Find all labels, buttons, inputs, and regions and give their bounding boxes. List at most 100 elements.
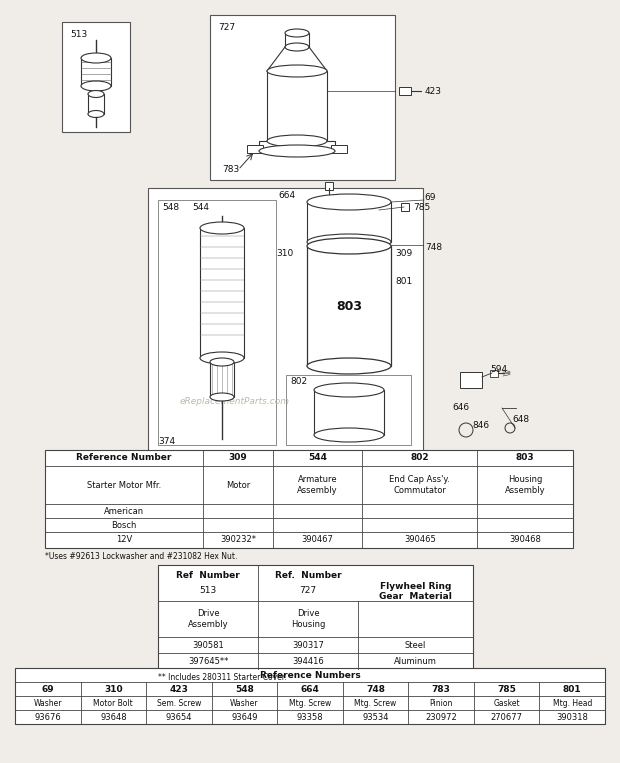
Text: 783: 783 bbox=[222, 166, 239, 175]
Text: Sem. Screw: Sem. Screw bbox=[157, 698, 201, 707]
Text: 390465: 390465 bbox=[404, 536, 436, 545]
Ellipse shape bbox=[81, 81, 111, 91]
Text: 727: 727 bbox=[299, 586, 317, 594]
Text: 93654: 93654 bbox=[166, 713, 192, 722]
Ellipse shape bbox=[314, 428, 384, 442]
Ellipse shape bbox=[210, 358, 234, 366]
Ellipse shape bbox=[307, 234, 391, 250]
Text: 394416: 394416 bbox=[292, 656, 324, 665]
Text: 93534: 93534 bbox=[362, 713, 389, 722]
Text: Drive
Assembly: Drive Assembly bbox=[188, 610, 228, 629]
Bar bbox=[158, 200, 276, 445]
Ellipse shape bbox=[307, 194, 391, 210]
Text: 390317: 390317 bbox=[292, 640, 324, 649]
Text: Mtg. Screw: Mtg. Screw bbox=[289, 698, 331, 707]
Text: Housing
Assembly: Housing Assembly bbox=[505, 475, 546, 494]
Text: eReplacementParts.com: eReplacementParts.com bbox=[180, 398, 290, 407]
Ellipse shape bbox=[314, 383, 384, 397]
Text: 548: 548 bbox=[162, 202, 179, 211]
Text: Gasket: Gasket bbox=[494, 698, 520, 707]
Text: 423: 423 bbox=[425, 86, 442, 95]
Text: 664: 664 bbox=[301, 684, 319, 694]
Text: Washer: Washer bbox=[230, 698, 259, 707]
Text: 664: 664 bbox=[278, 192, 295, 201]
Text: 390468: 390468 bbox=[509, 536, 541, 545]
Text: 748: 748 bbox=[366, 684, 385, 694]
Text: 748: 748 bbox=[425, 243, 442, 252]
Text: Mtg. Screw: Mtg. Screw bbox=[355, 698, 397, 707]
Text: End Cap Ass'y.
Commutator: End Cap Ass'y. Commutator bbox=[389, 475, 450, 494]
Text: 513: 513 bbox=[200, 586, 216, 594]
Text: 423: 423 bbox=[169, 684, 188, 694]
Text: Ref  Number: Ref Number bbox=[176, 571, 240, 581]
Ellipse shape bbox=[210, 393, 234, 401]
Text: Reference Number: Reference Number bbox=[76, 453, 172, 462]
Bar bbox=[460, 372, 482, 388]
Ellipse shape bbox=[88, 111, 104, 118]
Text: *Uses #92613 Lockwasher and #231082 Hex Nut.: *Uses #92613 Lockwasher and #231082 Hex … bbox=[45, 552, 237, 561]
Text: Pinion: Pinion bbox=[430, 698, 453, 707]
Text: 802: 802 bbox=[290, 378, 307, 387]
Text: 801: 801 bbox=[563, 684, 582, 694]
Bar bbox=[259, 141, 335, 151]
Ellipse shape bbox=[285, 43, 309, 51]
Ellipse shape bbox=[267, 135, 327, 147]
Text: 397645**: 397645** bbox=[188, 656, 228, 665]
Text: Aluminum: Aluminum bbox=[394, 656, 437, 665]
Bar bbox=[490, 370, 498, 377]
Bar bbox=[81, 58, 111, 86]
Text: Bosch: Bosch bbox=[111, 520, 136, 530]
Bar bbox=[307, 246, 391, 366]
Text: 846: 846 bbox=[472, 420, 489, 430]
Text: 309: 309 bbox=[228, 453, 247, 462]
Text: Ref.  Number: Ref. Number bbox=[275, 571, 342, 581]
Text: 785: 785 bbox=[413, 202, 430, 211]
Text: 727: 727 bbox=[218, 23, 235, 32]
Text: Steel: Steel bbox=[405, 640, 426, 649]
Text: 230972: 230972 bbox=[425, 713, 457, 722]
Text: Mtg. Head: Mtg. Head bbox=[552, 698, 592, 707]
Text: Drive
Housing: Drive Housing bbox=[291, 610, 325, 629]
Ellipse shape bbox=[88, 91, 104, 98]
Text: 270677: 270677 bbox=[490, 713, 523, 722]
Text: 783: 783 bbox=[432, 684, 451, 694]
Text: 803: 803 bbox=[336, 300, 362, 313]
Bar bbox=[62, 22, 130, 132]
Bar bbox=[314, 390, 384, 435]
Text: Armature
Assembly: Armature Assembly bbox=[298, 475, 338, 494]
Bar bbox=[200, 228, 244, 358]
Bar bbox=[88, 94, 104, 114]
Ellipse shape bbox=[267, 65, 327, 77]
Text: 390467: 390467 bbox=[302, 536, 334, 545]
Text: Motor: Motor bbox=[226, 481, 250, 490]
Bar bbox=[247, 145, 263, 153]
Text: American: American bbox=[104, 507, 144, 516]
Bar bbox=[285, 33, 309, 47]
Text: 310: 310 bbox=[276, 250, 293, 259]
Text: 548: 548 bbox=[235, 684, 254, 694]
Text: 785: 785 bbox=[497, 684, 516, 694]
Ellipse shape bbox=[285, 29, 309, 37]
Text: Reference Numbers: Reference Numbers bbox=[260, 671, 360, 680]
Text: Washer: Washer bbox=[33, 698, 62, 707]
Bar bbox=[210, 15, 395, 180]
Ellipse shape bbox=[307, 238, 391, 254]
Text: 93649: 93649 bbox=[231, 713, 258, 722]
Bar bbox=[307, 202, 391, 242]
Ellipse shape bbox=[200, 352, 244, 364]
Ellipse shape bbox=[200, 222, 244, 234]
Bar bbox=[210, 362, 234, 397]
Text: 390318: 390318 bbox=[556, 713, 588, 722]
Text: 803: 803 bbox=[516, 453, 534, 462]
Text: 544: 544 bbox=[192, 202, 209, 211]
Bar bbox=[158, 565, 473, 669]
Ellipse shape bbox=[81, 53, 111, 63]
Text: 646: 646 bbox=[452, 404, 469, 413]
Text: 309: 309 bbox=[395, 250, 412, 259]
Text: 390232*: 390232* bbox=[220, 536, 256, 545]
Bar bbox=[148, 188, 423, 453]
Text: 544: 544 bbox=[308, 453, 327, 462]
Text: ** Includes 280311 Starter Cover.: ** Includes 280311 Starter Cover. bbox=[158, 673, 286, 682]
Bar bbox=[331, 145, 347, 153]
Bar bbox=[325, 182, 333, 190]
